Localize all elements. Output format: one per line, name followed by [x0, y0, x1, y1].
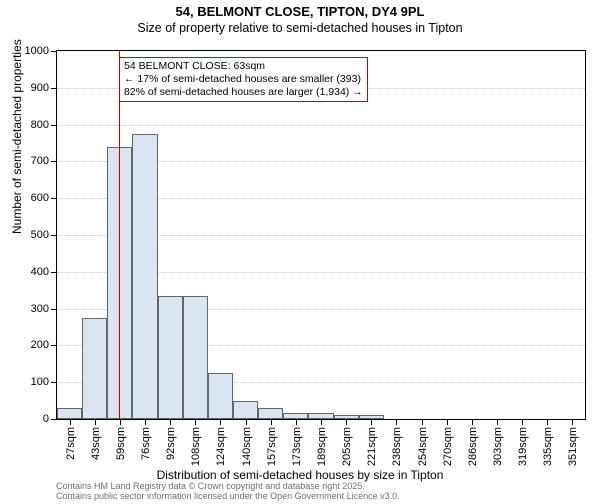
histogram-bar — [233, 401, 258, 419]
x-tick-label: 27sqm — [65, 427, 77, 460]
x-tick-label: 351sqm — [567, 427, 579, 466]
x-tick — [522, 419, 523, 425]
y-tick-label: 500 — [31, 229, 49, 241]
y-tick-label: 1000 — [25, 45, 49, 57]
histogram-bar — [158, 296, 183, 419]
marker-line — [119, 51, 120, 419]
x-tick — [321, 419, 322, 425]
x-tick — [195, 419, 196, 425]
x-tick-label: 59sqm — [115, 427, 127, 460]
y-tick — [51, 382, 57, 383]
y-tick — [51, 161, 57, 162]
x-tick-label: 189sqm — [316, 427, 328, 466]
annotation-line-2: ← 17% of semi-detached houses are smalle… — [124, 73, 363, 86]
footer-line-2: Contains public sector information licen… — [56, 492, 400, 502]
y-tick-label: 600 — [31, 192, 49, 204]
x-tick-label: 286sqm — [467, 427, 479, 466]
x-tick-label: 319sqm — [517, 427, 529, 466]
x-tick — [95, 419, 96, 425]
histogram-bar — [107, 147, 132, 419]
x-tick — [296, 419, 297, 425]
y-tick-label: 400 — [31, 266, 49, 278]
x-tick — [572, 419, 573, 425]
x-tick — [145, 419, 146, 425]
x-tick-label: 140sqm — [241, 427, 253, 466]
x-tick — [170, 419, 171, 425]
x-tick-label: 157sqm — [266, 427, 278, 466]
y-tick — [51, 419, 57, 420]
histogram-bar — [132, 134, 157, 419]
x-tick — [447, 419, 448, 425]
x-tick-label: 270sqm — [442, 427, 454, 466]
y-tick-label: 0 — [43, 413, 49, 425]
chart-subtitle: Size of property relative to semi-detach… — [0, 21, 600, 35]
x-tick-label: 92sqm — [165, 427, 177, 460]
y-tick — [51, 88, 57, 89]
y-tick — [51, 345, 57, 346]
y-tick-label: 200 — [31, 339, 49, 351]
x-tick-label: 205sqm — [341, 427, 353, 466]
x-tick-label: 238sqm — [391, 427, 403, 466]
x-tick-label: 124sqm — [215, 427, 227, 466]
histogram-bar — [258, 408, 283, 419]
y-axis-title: Number of semi-detached properties — [10, 39, 24, 234]
chart-title: 54, BELMONT CLOSE, TIPTON, DY4 9PL — [0, 4, 600, 19]
footer-credits: Contains HM Land Registry data © Crown c… — [56, 482, 400, 502]
histogram-bar — [208, 373, 233, 419]
x-tick — [422, 419, 423, 425]
plot-area: 0100200300400500600700800900100027sqm43s… — [56, 50, 586, 420]
x-tick — [472, 419, 473, 425]
x-axis-title: Distribution of semi-detached houses by … — [0, 468, 600, 482]
x-tick — [497, 419, 498, 425]
x-tick-label: 221sqm — [366, 427, 378, 466]
y-tick-label: 900 — [31, 82, 49, 94]
x-tick — [396, 419, 397, 425]
y-tick — [51, 125, 57, 126]
x-tick-label: 76sqm — [140, 427, 152, 460]
histogram-bar — [57, 408, 82, 419]
annotation-line-3: 82% of semi-detached houses are larger (… — [124, 86, 363, 99]
histogram-bar — [82, 318, 107, 419]
x-tick-label: 173sqm — [291, 427, 303, 466]
annotation-line-1: 54 BELMONT CLOSE: 63sqm — [124, 60, 363, 73]
histogram-bar — [183, 296, 208, 419]
y-tick — [51, 309, 57, 310]
marker-annotation: 54 BELMONT CLOSE: 63sqm ← 17% of semi-de… — [119, 57, 368, 102]
x-tick — [120, 419, 121, 425]
y-tick-label: 700 — [31, 155, 49, 167]
y-tick — [51, 51, 57, 52]
x-tick — [220, 419, 221, 425]
x-tick-label: 303sqm — [492, 427, 504, 466]
x-tick — [371, 419, 372, 425]
gridline — [57, 125, 585, 126]
x-tick-label: 43sqm — [90, 427, 102, 460]
y-tick — [51, 272, 57, 273]
y-tick-label: 100 — [31, 376, 49, 388]
x-tick — [271, 419, 272, 425]
x-tick — [70, 419, 71, 425]
x-tick — [246, 419, 247, 425]
y-tick-label: 800 — [31, 119, 49, 131]
y-tick — [51, 235, 57, 236]
x-tick-label: 335sqm — [542, 427, 554, 466]
x-tick-label: 108sqm — [190, 427, 202, 466]
x-tick — [346, 419, 347, 425]
y-tick — [51, 198, 57, 199]
x-tick — [547, 419, 548, 425]
y-tick-label: 300 — [31, 303, 49, 315]
x-tick-label: 254sqm — [417, 427, 429, 466]
